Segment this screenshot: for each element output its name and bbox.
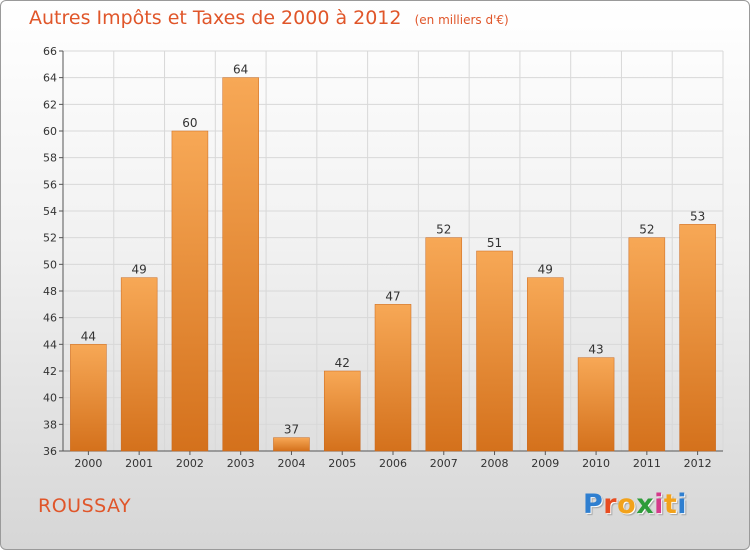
x-tick-label: 2012 [684,457,712,470]
y-tick-label: 44 [43,338,57,351]
data-label: 42 [335,356,350,370]
data-labels: 44 49 60 64 37 42 47 52 51 49 43 52 53 [81,63,706,437]
bar [171,130,209,452]
bar [374,304,412,452]
x-tick-label: 2008 [481,457,509,470]
y-tick-label: 40 [43,392,57,405]
bar [273,437,310,452]
y-tick-label: 36 [43,445,57,458]
x-tick-label: 2009 [531,457,559,470]
y-tick-label: 64 [43,72,57,85]
data-label: 44 [81,329,96,343]
chart-unit-note: (en milliers d'€) [414,13,509,27]
chart-title: Autres Impôts et Taxes de 2000 à 2012 [29,7,402,29]
x-tick-label: 2000 [74,457,102,470]
data-label: 49 [538,263,553,277]
data-label: 51 [487,236,502,250]
x-tick-label: 2002 [176,457,204,470]
x-tick-label: 2001 [125,457,153,470]
title-row: Autres Impôts et Taxes de 2000 à 2012 (e… [29,7,509,29]
brand-letter: i [654,489,664,520]
bar [323,370,361,452]
bar [628,237,666,452]
brand-letter: P [583,489,604,520]
x-tick-label: 2006 [379,457,407,470]
bar [577,357,615,452]
data-label: 47 [385,289,400,303]
bar [476,250,513,452]
brand-letter: o [617,489,637,520]
y-tick-label: 66 [43,45,57,58]
bar [527,277,564,452]
y-tick-label: 52 [43,232,57,245]
y-tick-label: 60 [43,125,57,138]
y-tick-label: 54 [43,205,57,218]
x-tick-label: 2005 [328,457,356,470]
x-tick-label: 2007 [430,457,458,470]
data-label: 64 [233,63,248,77]
y-tick-label: 46 [43,312,57,325]
x-tick-label: 2004 [277,457,305,470]
data-label: 43 [588,343,603,357]
x-tick-label: 2010 [582,457,610,470]
bar [425,237,463,452]
bar [222,77,259,452]
city-name: ROUSSAY [38,495,132,517]
y-tick-label: 58 [43,152,57,165]
data-label: 53 [690,209,705,223]
brand-letter: x [636,489,655,520]
brand-letter: t [663,489,678,520]
brand-letter: r [603,489,618,520]
bar [679,224,716,452]
data-label: 60 [182,116,197,130]
brand-letter: i [677,489,688,520]
y-tick-label: 48 [43,285,57,298]
data-label: 52 [436,223,451,237]
data-label: 52 [639,223,654,237]
y-tick-label: 56 [43,178,57,191]
bar [70,344,107,452]
y-tick-label: 42 [43,365,57,378]
data-label: 37 [284,423,299,437]
y-tick-label: 62 [43,98,57,111]
bar [120,277,158,452]
y-tick-label: 38 [43,418,57,431]
y-tick-label: 50 [43,258,57,271]
x-tick-label: 2003 [227,457,255,470]
proxiti-logo[interactable]: Proxiti [583,489,687,520]
x-tick-label: 2011 [633,457,661,470]
bars [70,77,716,452]
data-label: 49 [132,263,147,277]
